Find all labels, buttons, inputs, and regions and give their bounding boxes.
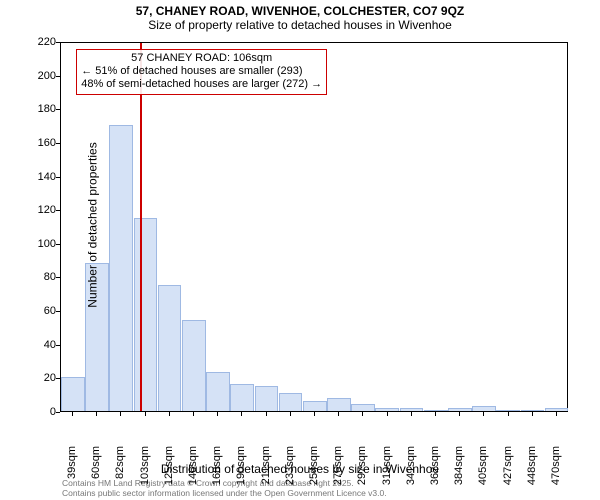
xtick-mark <box>169 412 170 416</box>
ytick-label: 180 <box>38 103 56 115</box>
ytick-mark <box>56 345 60 346</box>
histogram-bar <box>61 377 85 411</box>
ytick-mark <box>56 109 60 110</box>
xtick-label: 427sqm <box>502 446 514 486</box>
xtick-label: 211sqm <box>260 446 272 486</box>
y-axis-label: Number of detached properties <box>86 142 100 307</box>
chart-title-line1: 57, CHANEY ROAD, WIVENHOE, COLCHESTER, C… <box>0 4 600 18</box>
histogram-bar <box>545 408 569 411</box>
histogram-bar <box>303 401 327 411</box>
histogram-bar <box>351 404 375 411</box>
xtick-mark <box>193 412 194 416</box>
ytick-mark <box>56 76 60 77</box>
ytick-mark <box>56 311 60 312</box>
histogram-bar <box>206 372 230 411</box>
xtick-label: 39sqm <box>66 446 78 486</box>
xtick-label: 103sqm <box>139 446 151 486</box>
xtick-mark <box>411 412 412 416</box>
chart-title-line2: Size of property relative to detached ho… <box>0 18 600 32</box>
xtick-label: 448sqm <box>526 446 538 486</box>
xtick-mark <box>217 412 218 416</box>
footer-line2: Contains public sector information licen… <box>62 489 387 499</box>
xtick-mark <box>241 412 242 416</box>
xtick-label: 146sqm <box>187 446 199 486</box>
xtick-mark <box>145 412 146 416</box>
histogram-bar <box>521 410 545 411</box>
xtick-mark <box>508 412 509 416</box>
xtick-mark <box>483 412 484 416</box>
histogram-bar <box>134 218 158 411</box>
xtick-label: 125sqm <box>163 446 175 486</box>
xtick-label: 168sqm <box>211 446 223 486</box>
histogram-bar <box>448 408 472 411</box>
xtick-label: 470sqm <box>550 446 562 486</box>
xtick-mark <box>387 412 388 416</box>
xtick-mark <box>120 412 121 416</box>
xtick-mark <box>532 412 533 416</box>
ytick-mark <box>56 210 60 211</box>
annotation-line1: 57 CHANEY ROAD: 106sqm <box>81 52 322 65</box>
ytick-mark <box>56 42 60 43</box>
histogram-bar <box>182 320 206 411</box>
xtick-mark <box>435 412 436 416</box>
ytick-mark <box>56 177 60 178</box>
histogram-bar <box>472 406 496 411</box>
histogram-bar <box>279 393 303 412</box>
ytick-label: 120 <box>38 204 56 216</box>
xtick-label: 297sqm <box>356 446 368 486</box>
xtick-mark <box>266 412 267 416</box>
histogram-bar <box>109 125 133 411</box>
ytick-label: 80 <box>44 271 56 283</box>
xtick-label: 405sqm <box>477 446 489 486</box>
ytick-mark <box>56 143 60 144</box>
ytick-mark <box>56 244 60 245</box>
xtick-label: 60sqm <box>90 446 102 486</box>
xtick-label: 276sqm <box>332 446 344 486</box>
ytick-mark <box>56 277 60 278</box>
histogram-bar <box>230 384 254 411</box>
histogram-bar <box>496 410 520 411</box>
annotation-line3: 48% of semi-detached houses are larger (… <box>81 78 322 91</box>
histogram-bar <box>255 386 279 411</box>
histogram-bar <box>375 408 399 411</box>
xtick-label: 362sqm <box>429 446 441 486</box>
histogram-bar <box>158 285 182 411</box>
xtick-label: 233sqm <box>284 446 296 486</box>
plot-area: 57 CHANEY ROAD: 106sqm← 51% of detached … <box>60 42 568 412</box>
ytick-mark <box>56 412 60 413</box>
xtick-mark <box>290 412 291 416</box>
xtick-mark <box>362 412 363 416</box>
xtick-mark <box>72 412 73 416</box>
xtick-label: 190sqm <box>235 446 247 486</box>
xtick-label: 82sqm <box>114 446 126 486</box>
xtick-label: 254sqm <box>308 446 320 486</box>
xtick-mark <box>338 412 339 416</box>
xtick-mark <box>556 412 557 416</box>
xtick-mark <box>96 412 97 416</box>
histogram-bar <box>400 408 424 411</box>
xtick-label: 384sqm <box>453 446 465 486</box>
reference-marker-line <box>140 43 142 411</box>
ytick-label: 200 <box>38 70 56 82</box>
ytick-label: 140 <box>38 171 56 183</box>
ytick-label: 40 <box>44 339 56 351</box>
histogram-bar <box>424 410 448 411</box>
xtick-label: 341sqm <box>405 446 417 486</box>
annotation-box: 57 CHANEY ROAD: 106sqm← 51% of detached … <box>76 49 327 95</box>
ytick-label: 100 <box>38 238 56 250</box>
ytick-label: 60 <box>44 305 56 317</box>
ytick-label: 220 <box>38 36 56 48</box>
ytick-label: 20 <box>44 372 56 384</box>
xtick-mark <box>459 412 460 416</box>
ytick-label: 160 <box>38 137 56 149</box>
annotation-line2: ← 51% of detached houses are smaller (29… <box>81 65 322 78</box>
histogram-bar <box>327 398 351 411</box>
xtick-label: 319sqm <box>381 446 393 486</box>
ytick-mark <box>56 378 60 379</box>
xtick-mark <box>314 412 315 416</box>
